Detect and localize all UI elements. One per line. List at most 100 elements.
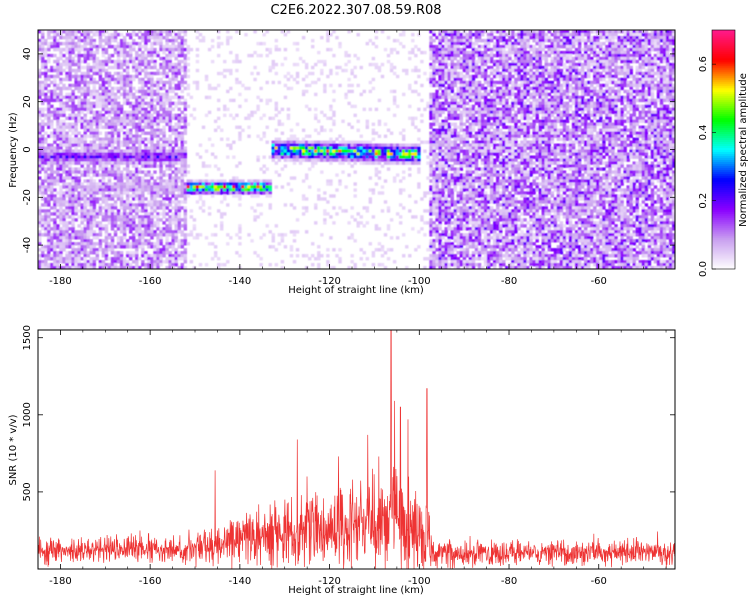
heatmap-cell xyxy=(629,89,633,94)
heatmap-cell xyxy=(662,74,667,79)
heatmap-cell xyxy=(441,47,445,52)
heatmap-cell xyxy=(344,92,348,97)
heatmap-cell xyxy=(107,65,112,70)
heatmap-cell xyxy=(65,50,69,55)
heatmap-cell xyxy=(602,35,606,40)
heatmap-cell xyxy=(511,107,515,112)
heatmap-cell xyxy=(559,89,564,94)
heatmap-cell xyxy=(556,113,561,118)
heatmap-cell xyxy=(502,146,506,150)
heatmap-cell xyxy=(656,128,661,132)
heatmap-cell xyxy=(326,32,330,37)
heatmap-cell xyxy=(74,68,78,73)
heatmap-cell xyxy=(459,74,464,79)
heatmap-cell xyxy=(59,50,63,55)
heatmap-cell xyxy=(162,30,166,34)
heatmap-cell xyxy=(477,107,482,112)
heatmap-cell xyxy=(110,125,115,129)
heatmap-cell xyxy=(307,71,312,76)
heatmap-cell xyxy=(77,35,81,40)
heatmap-cell xyxy=(177,95,181,100)
heatmap-cell xyxy=(483,104,488,109)
heatmap-cell xyxy=(435,122,439,126)
heatmap-cell xyxy=(562,107,567,112)
heatmap-cell xyxy=(83,107,87,112)
heatmap-cell xyxy=(517,131,521,135)
heatmap-cell xyxy=(462,104,467,109)
heatmap-cell xyxy=(86,50,90,55)
heatmap-cell xyxy=(95,116,100,121)
heatmap-cell xyxy=(486,53,491,58)
heatmap-cell xyxy=(38,128,42,132)
heatmap-cell xyxy=(453,107,457,112)
heatmap-cell xyxy=(662,30,667,34)
heatmap-cell xyxy=(459,149,464,153)
heatmap-cell xyxy=(141,59,145,64)
heatmap-cell xyxy=(571,110,576,115)
heatmap-cell xyxy=(556,59,561,64)
heatmap-cell xyxy=(405,71,409,76)
heatmap-cell xyxy=(56,143,60,147)
heatmap-cell xyxy=(465,35,470,40)
heatmap-cell xyxy=(496,119,500,124)
heatmap-cell xyxy=(450,74,454,79)
heatmap-cell xyxy=(317,59,321,64)
heatmap-cell xyxy=(535,74,539,79)
heatmap-cell xyxy=(456,125,461,129)
heatmap-cell xyxy=(526,83,530,88)
heatmap-cell xyxy=(638,92,643,97)
heatmap-cell xyxy=(119,32,124,37)
heatmap-cell xyxy=(116,137,121,141)
heatmap-cell xyxy=(474,50,479,55)
heatmap-cell xyxy=(623,98,627,103)
heatmap-cell xyxy=(668,41,673,46)
heatmap-cell xyxy=(347,53,351,58)
heatmap-cell xyxy=(253,50,257,55)
heatmap-cell xyxy=(53,35,57,40)
heatmap-cell xyxy=(68,137,72,141)
heatmap-cell xyxy=(480,65,485,70)
heatmap-cell xyxy=(647,32,652,37)
heatmap-cell xyxy=(514,131,518,135)
heatmap-cell xyxy=(162,146,166,150)
heatmap-cell xyxy=(256,104,260,109)
heatmap-cell xyxy=(605,137,609,141)
heatmap-cell xyxy=(62,110,66,115)
heatmap-cell xyxy=(174,128,178,132)
heatmap-cell xyxy=(125,131,130,135)
heatmap-cell xyxy=(520,53,524,58)
heatmap-cell xyxy=(122,59,127,64)
heatmap-cell xyxy=(629,107,633,112)
heatmap-cell xyxy=(511,125,515,129)
heatmap-cell xyxy=(474,65,479,70)
heatmap-cell xyxy=(593,71,597,76)
heatmap-cell xyxy=(532,134,536,138)
heatmap-cell xyxy=(80,53,84,58)
heatmap-cell xyxy=(53,80,57,85)
heatmap-cell xyxy=(453,143,457,147)
heatmap-cell xyxy=(168,68,172,73)
heatmap-cell xyxy=(562,110,567,115)
heatmap-cell xyxy=(438,149,442,153)
heatmap-cell xyxy=(499,30,503,34)
heatmap-cell xyxy=(574,140,579,144)
heatmap-cell xyxy=(477,65,482,70)
heatmap-cell xyxy=(371,86,376,91)
heatmap-cell xyxy=(626,41,630,46)
heatmap-cell xyxy=(80,80,84,85)
heatmap-cell xyxy=(71,68,75,73)
heatmap-cell xyxy=(159,119,163,124)
heatmap-cell xyxy=(608,134,612,138)
heatmap-cell xyxy=(74,53,78,58)
heatmap-cell xyxy=(71,95,75,100)
heatmap-cell xyxy=(138,35,142,40)
heatmap-cell xyxy=(505,86,509,91)
heatmap-cell xyxy=(95,128,100,132)
heatmap-cell xyxy=(389,65,394,70)
heatmap-cell xyxy=(641,98,646,103)
heatmap-cell xyxy=(626,110,630,115)
heatmap-cell xyxy=(332,98,336,103)
heatmap-cell xyxy=(574,122,579,126)
heatmap-cell xyxy=(156,41,160,46)
heatmap-cell xyxy=(226,143,230,147)
